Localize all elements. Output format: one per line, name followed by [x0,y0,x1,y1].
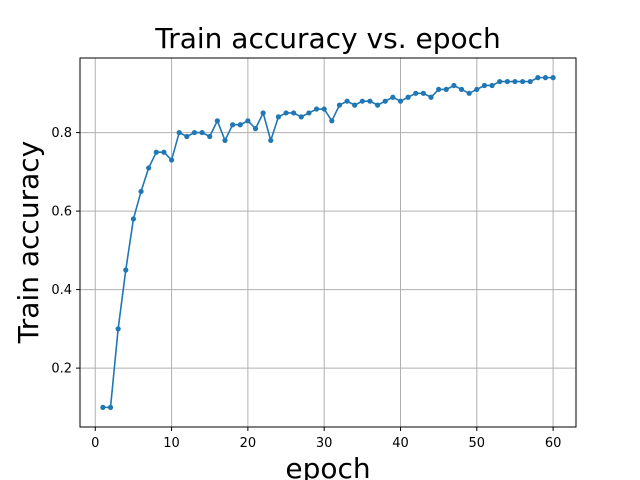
x-tick-label: 10 [163,436,180,451]
data-point [260,110,266,116]
data-point [298,114,304,120]
data-point [413,90,419,96]
data-point [397,98,404,104]
x-tick-label: 30 [316,436,333,451]
data-point [115,326,121,332]
data-point [153,149,159,155]
data-point [382,98,388,104]
x-tick-label: 20 [240,436,257,451]
data-point [252,126,259,132]
data-point [504,78,510,85]
data-point [168,157,175,163]
data-point [191,129,198,136]
plot-frame [79,57,577,428]
ticks: 0 10 20 30 40 50 60 0.2 0.4 0.6 0.8 [51,126,561,451]
x-tick-label: 60 [545,436,562,451]
data-point [329,118,335,124]
x-axis-label: epoch [285,452,370,480]
data-point [321,106,327,112]
data-point [245,118,251,124]
data-point [466,90,472,96]
data-point [359,98,365,104]
y-tick-label: 0.8 [51,126,72,141]
data-point [222,137,228,144]
data-point [283,110,289,116]
data-point [489,82,495,89]
data-point [436,86,442,93]
data-point [207,133,213,140]
data-point [458,86,465,93]
data-point [367,98,373,104]
data-point [275,114,281,120]
data-point [375,102,381,108]
data-point [474,86,480,93]
data-point [497,78,503,85]
data-point [107,404,114,410]
data-point [176,129,182,136]
data-point [527,78,533,85]
data-point [519,78,526,85]
data-point [451,82,457,89]
y-tick-label: 0.6 [51,205,72,220]
data-point [405,94,411,100]
data-point [237,122,243,128]
x-tick-label: 0 [91,436,99,451]
data-point [352,102,358,108]
data-point [512,78,518,85]
data-point [481,82,488,89]
chart-title: Train accuracy vs. epoch [154,22,501,55]
data-point [199,129,205,136]
y-axis-label: Train accuracy [12,141,45,344]
data-point [100,404,106,410]
y-tick-label: 0.4 [51,283,72,298]
data-point [130,216,137,222]
data-point [550,75,556,81]
data-point [443,86,449,93]
data-point [146,165,152,171]
data-point [161,149,167,155]
data-point [306,110,312,116]
data-point [344,98,350,104]
data-point [313,106,320,112]
series-layer [100,75,556,410]
data-point [123,267,129,273]
data-point [336,102,343,108]
x-tick-label: 50 [469,436,486,451]
data-point [535,75,541,81]
data-point [291,110,297,116]
data-point [390,94,396,100]
data-point [428,94,434,100]
data-point [268,137,274,144]
data-point [230,122,236,128]
data-point [542,75,549,81]
x-tick-label: 40 [392,436,409,451]
y-tick-label: 0.2 [51,362,72,377]
data-point [184,133,190,140]
data-point [420,90,426,96]
data-point [214,118,220,124]
data-point [138,188,144,195]
